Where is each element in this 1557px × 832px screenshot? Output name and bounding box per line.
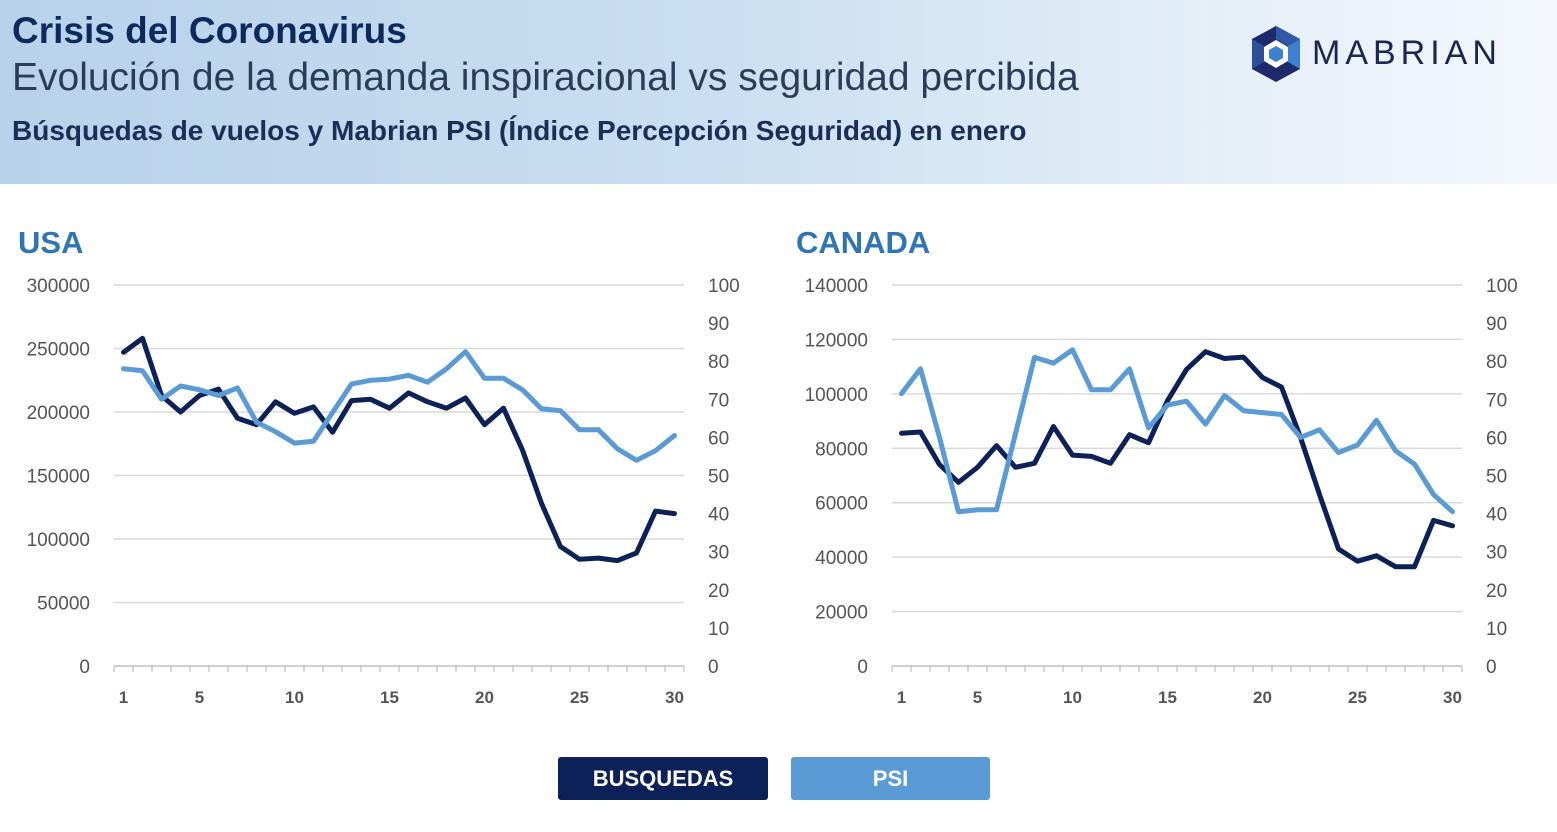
y-tick-label: 20000 bbox=[815, 603, 868, 624]
y2-tick-label: 80 bbox=[708, 352, 729, 373]
series-line-busquedas bbox=[899, 349, 1455, 570]
legend-psi: PSI bbox=[791, 757, 990, 800]
y2-tick-label: 70 bbox=[708, 390, 729, 411]
y2-tick-label: 100 bbox=[1486, 276, 1518, 297]
x-tick-label: 1 bbox=[119, 688, 128, 707]
y2-tick-label: 90 bbox=[1486, 314, 1507, 335]
y2-tick-label: 50 bbox=[1486, 467, 1507, 488]
chart-usa: USA 0 50000 100000 150000 200000 250000 300000 0… bbox=[18, 225, 740, 707]
y2-tick-label: 100 bbox=[708, 276, 740, 297]
y2-tick-label: 0 bbox=[1486, 657, 1497, 678]
charts-area: USA0500001000001500002000002500003000000… bbox=[18, 225, 1518, 707]
x-tick-label: 15 bbox=[380, 688, 399, 707]
x-tick-label: 1 bbox=[897, 688, 906, 707]
y2-tick-label: 0 bbox=[708, 657, 719, 678]
y2-tick-label: 60 bbox=[1486, 428, 1507, 449]
page-title: Crisis del Coronavirus bbox=[12, 10, 407, 51]
y2-tick-label: 90 bbox=[708, 314, 729, 335]
y2-tick-label: 40 bbox=[708, 505, 729, 526]
logo-wordmark: MABRIAN bbox=[1312, 34, 1502, 72]
y-tick-label: 150000 bbox=[27, 467, 90, 488]
legend-busquedas: BUSQUEDAS bbox=[558, 757, 768, 800]
y-tick-label: 80000 bbox=[815, 439, 868, 460]
y2-tick-label: 30 bbox=[1486, 543, 1507, 564]
x-tick-label: 10 bbox=[1063, 688, 1082, 707]
x-tick-label: 10 bbox=[285, 688, 304, 707]
x-tick-label: 5 bbox=[195, 688, 204, 707]
header-banner: Crisis del Coronavirus Evolución de la d… bbox=[0, 0, 1557, 184]
y-tick-label: 50000 bbox=[37, 594, 90, 615]
x-tick-label: 20 bbox=[1253, 688, 1272, 707]
y2-tick-label: 60 bbox=[708, 428, 729, 449]
mabrian-logo: MABRIAN bbox=[1248, 24, 1528, 84]
y-tick-label: 40000 bbox=[815, 548, 868, 569]
x-tick-label: 25 bbox=[570, 688, 589, 707]
x-tick-label: 30 bbox=[1443, 688, 1462, 707]
x-tick-label: 15 bbox=[1158, 688, 1177, 707]
y-tick-label: 0 bbox=[857, 657, 868, 678]
y2-tick-label: 10 bbox=[708, 619, 729, 640]
y-tick-label: 100000 bbox=[805, 385, 868, 406]
y-tick-label: 200000 bbox=[27, 403, 90, 424]
y2-tick-label: 70 bbox=[1486, 390, 1507, 411]
y-tick-label: 120000 bbox=[805, 330, 868, 351]
x-tick-label: 20 bbox=[475, 688, 494, 707]
y2-tick-label: 20 bbox=[708, 581, 729, 602]
x-tick-label: 25 bbox=[1348, 688, 1367, 707]
y2-tick-label: 40 bbox=[1486, 505, 1507, 526]
x-tick-label: 30 bbox=[665, 688, 684, 707]
y2-tick-label: 80 bbox=[1486, 352, 1507, 373]
y-tick-label: 0 bbox=[79, 657, 90, 678]
mabrian-logo-icon bbox=[1252, 26, 1300, 82]
series-line-psi bbox=[121, 349, 677, 463]
y2-tick-label: 50 bbox=[708, 467, 729, 488]
y-tick-label: 100000 bbox=[27, 530, 90, 551]
y-tick-label: 60000 bbox=[815, 494, 868, 515]
y-tick-label: 250000 bbox=[27, 340, 90, 361]
series-line-psi bbox=[899, 347, 1455, 515]
chart-canada: CANADA 0 20000 40000 60000 80000 100000 120000 1… bbox=[796, 225, 1518, 707]
y-tick-label: 140000 bbox=[805, 276, 868, 297]
x-tick-label: 5 bbox=[973, 688, 982, 707]
y2-tick-label: 30 bbox=[708, 543, 729, 564]
series-line-busquedas bbox=[121, 335, 677, 564]
chart-title: USA bbox=[18, 225, 83, 260]
page-description: Búsquedas de vuelos y Mabrian PSI (Índic… bbox=[12, 115, 1027, 146]
page-subtitle: Evolución de la demanda inspiracional vs… bbox=[12, 56, 1079, 99]
y-tick-label: 300000 bbox=[27, 276, 90, 297]
chart-title: CANADA bbox=[796, 225, 930, 260]
y2-tick-label: 10 bbox=[1486, 619, 1507, 640]
y2-tick-label: 20 bbox=[1486, 581, 1507, 602]
